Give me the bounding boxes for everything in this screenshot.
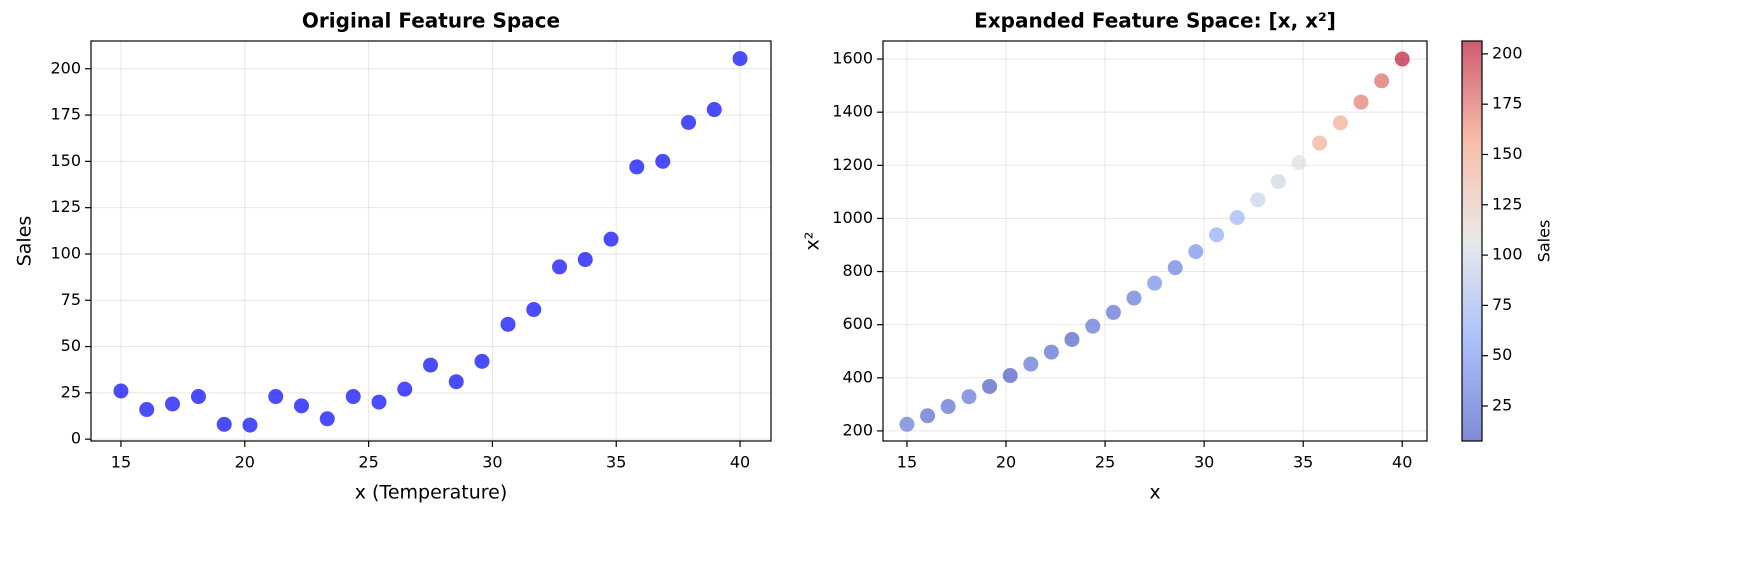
x-tick-label: 25	[1095, 453, 1115, 472]
x-tick-label: 35	[606, 453, 626, 472]
colorbar-tick-label: 25	[1492, 395, 1512, 414]
colorbar-label: Sales	[1535, 220, 1554, 263]
y-tick-label: 1400	[832, 102, 873, 121]
colorbar	[1461, 40, 1483, 442]
point	[242, 417, 258, 433]
point	[629, 159, 645, 175]
point	[371, 394, 387, 410]
point	[899, 416, 915, 432]
point	[1312, 135, 1328, 151]
point	[500, 316, 516, 332]
point	[1353, 94, 1369, 110]
x-axis-label: x (Temperature)	[355, 482, 507, 504]
x-tick-label: 30	[1194, 453, 1214, 472]
y-tick-label: 600	[842, 314, 873, 333]
point	[940, 399, 956, 415]
point	[681, 114, 697, 130]
point	[603, 231, 619, 247]
colorbar-tick-label: 200	[1492, 43, 1523, 62]
point	[706, 102, 722, 118]
point	[139, 402, 155, 418]
point	[1064, 331, 1080, 347]
point	[1270, 173, 1286, 189]
colorbar-tick-label: 50	[1492, 345, 1512, 364]
y-tick-label: 400	[842, 367, 873, 386]
point	[1291, 155, 1307, 171]
x-tick-label: 35	[1293, 453, 1313, 472]
y-axis-label: x²	[802, 232, 824, 251]
point	[655, 153, 671, 169]
x-tick-label: 20	[996, 453, 1016, 472]
point	[397, 381, 413, 397]
point	[526, 302, 542, 318]
point	[1209, 227, 1225, 243]
y-tick-label: 1000	[832, 208, 873, 227]
x-tick-label: 20	[235, 453, 255, 472]
y-tick-label: 1600	[832, 49, 873, 68]
point	[319, 411, 335, 427]
colorbar-tick-label: 75	[1492, 295, 1512, 314]
point	[268, 389, 284, 405]
point	[448, 374, 464, 390]
colorbar-tick-label: 125	[1492, 194, 1523, 213]
y-tick-label: 1200	[832, 155, 873, 174]
y-tick-label: 0	[71, 429, 81, 448]
point	[345, 389, 361, 405]
x-tick-label: 40	[730, 453, 750, 472]
point	[982, 378, 998, 394]
x-axis-label: x	[1149, 482, 1160, 504]
point	[577, 252, 593, 268]
y-tick-label: 125	[50, 197, 81, 216]
point	[113, 383, 129, 399]
point	[1167, 260, 1183, 276]
y-tick-label: 100	[50, 243, 81, 262]
point	[1394, 51, 1410, 67]
y-tick-label: 25	[61, 382, 81, 401]
colorbar-tick-label: 100	[1492, 245, 1523, 264]
x-tick-label: 25	[358, 453, 378, 472]
point	[164, 396, 180, 412]
plot-frame	[882, 40, 1428, 442]
y-tick-label: 75	[61, 290, 81, 309]
y-tick-label: 150	[50, 151, 81, 170]
point	[190, 389, 206, 405]
point	[423, 357, 439, 373]
point	[1332, 115, 1348, 131]
y-tick-label: 50	[61, 336, 81, 355]
plot-frame	[90, 40, 772, 442]
point	[1374, 73, 1390, 89]
y-tick-label: 175	[50, 105, 81, 124]
point	[1250, 192, 1266, 208]
point	[474, 353, 490, 369]
point	[1147, 275, 1163, 291]
point	[1002, 368, 1018, 384]
point	[1043, 344, 1059, 360]
point	[552, 259, 568, 275]
point	[1085, 318, 1101, 334]
point	[1188, 244, 1204, 260]
y-tick-label: 200	[842, 420, 873, 439]
point	[1229, 210, 1245, 226]
point	[293, 398, 309, 414]
y-tick-label: 800	[842, 261, 873, 280]
x-tick-label: 15	[111, 453, 131, 472]
point	[1105, 304, 1121, 320]
colorbar-tick-label: 150	[1492, 144, 1523, 163]
point	[1023, 356, 1039, 372]
point	[961, 389, 977, 405]
colorbar-tick-label: 175	[1492, 94, 1523, 113]
x-tick-label: 15	[897, 453, 917, 472]
chart-title: Original Feature Space	[302, 9, 560, 33]
point	[920, 408, 936, 424]
x-tick-label: 40	[1392, 453, 1412, 472]
y-axis-label: Sales	[14, 216, 36, 267]
x-tick-label: 30	[482, 453, 502, 472]
y-tick-label: 200	[50, 58, 81, 77]
point	[1126, 290, 1142, 306]
chart-title: Expanded Feature Space: [x, x²]	[974, 9, 1336, 33]
point	[216, 416, 232, 432]
point	[732, 51, 748, 67]
